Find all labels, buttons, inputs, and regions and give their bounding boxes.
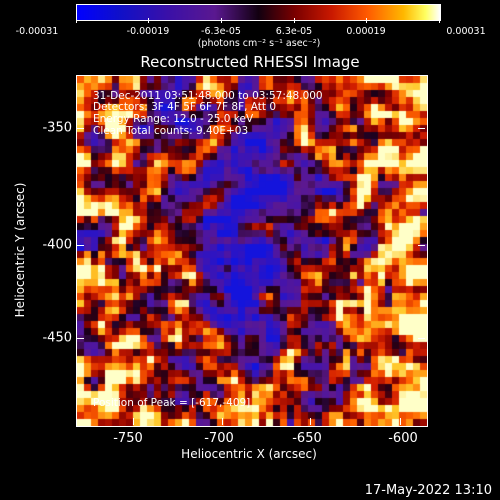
x-tick-label: -600 [388,431,418,446]
clean-counts-text: Clean Total counts: 9.40E+03 [93,125,249,137]
colorbar-tick-label: -6.3e-05 [201,26,241,37]
colorbar-tick [366,18,367,23]
y-axis-label: Heliocentric Y (arcsec) [13,182,27,318]
colorbar-tick [148,18,149,23]
y-tick [418,128,425,129]
y-tick-label: -400 [42,237,72,253]
colorbar-tick-label: -0.00031 [15,26,59,37]
time-range-text: 31-Dec-2011 03:51:48.000 to 03:57:48.000 [93,90,323,102]
reconstructed-image [77,76,427,426]
x-tick-label: -750 [113,431,143,446]
image-plot-area [76,75,428,427]
image-title: Reconstructed RHESSI Image [140,53,360,71]
y-tick [77,128,84,129]
footer-date: 17-May-2022 13:10 [364,483,492,498]
colorbar-tick [439,18,440,23]
x-tick-label: -700 [204,431,234,446]
y-tick [418,338,425,339]
colorbar-units: (photons cm⁻² s⁻¹ asec⁻²) [197,38,321,49]
x-axis-label: Heliocentric X (arcsec) [181,447,317,461]
y-tick-label: -350 [42,120,72,136]
x-tick [310,418,311,425]
detectors-text: Detectors: 3F 4F 5F 6F 7F 8F, Att 0 [93,101,277,113]
x-tick [222,418,223,425]
x-tick [400,418,401,425]
y-tick [77,245,84,246]
colorbar-tick-label: 0.00019 [346,26,386,37]
colorbar-tick-label: 6.3e-05 [275,26,313,37]
y-tick-label: -450 [42,330,72,346]
colorbar [76,4,441,21]
colorbar-tick [76,18,77,23]
energy-range-text: Energy Range: 12.0 - 25.0 keV [93,113,254,125]
colorbar-tick [294,18,295,23]
colorbar-tick-label: -0.00019 [126,26,170,37]
y-tick [77,338,84,339]
x-tick-label: -650 [292,431,322,446]
colorbar-tick-label: 0.00031 [446,26,486,37]
colorbar-tick [221,18,222,23]
peak-position-text: Position of Peak = [-617,-409] [93,397,251,409]
y-tick [418,245,425,246]
x-tick [133,418,134,425]
